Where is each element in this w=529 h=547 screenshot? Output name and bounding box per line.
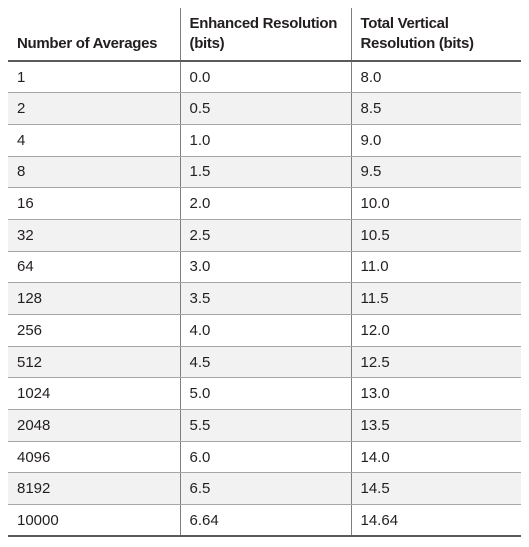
cell-number-of-averages: 256 [8,314,180,347]
cell-total-vertical-resolution: 9.5 [350,156,521,189]
cell-number-of-averages: 1 [8,61,180,94]
cell-enhanced-resolution: 3.5 [179,282,351,315]
header-total-vertical-resolution: Total Vertical Resolution (bits) [350,8,521,62]
table-header: Number of Averages Enhanced Resolution (… [8,8,521,62]
table-row: 1024 5.0 13.0 [8,377,521,411]
cell-number-of-averages: 8192 [8,472,180,506]
cell-total-vertical-resolution: 8.5 [350,92,521,125]
table-row: 8 1.5 9.5 [8,156,521,189]
table-row: 256 4.0 12.0 [8,314,521,347]
cell-enhanced-resolution: 4.0 [179,314,351,347]
cell-total-vertical-resolution: 13.5 [350,409,521,442]
cell-total-vertical-resolution: 11.5 [350,282,521,315]
cell-total-vertical-resolution: 10.5 [350,219,521,252]
table-row: 128 3.5 11.5 [8,282,521,315]
table-row: 4096 6.0 14.0 [8,441,521,474]
cell-number-of-averages: 2 [8,92,180,125]
cell-total-vertical-resolution: 14.5 [350,472,521,506]
cell-number-of-averages: 2048 [8,409,180,442]
cell-enhanced-resolution: 2.0 [179,187,351,220]
cell-total-vertical-resolution: 8.0 [350,61,521,94]
table-row: 10000 6.64 14.64 [8,504,521,538]
cell-total-vertical-resolution: 14.0 [350,441,521,474]
table-row: 16 2.0 10.0 [8,187,521,220]
cell-enhanced-resolution: 2.5 [179,219,351,252]
cell-enhanced-resolution: 6.0 [179,441,351,474]
table-row: 512 4.5 12.5 [8,346,521,379]
cell-enhanced-resolution: 0.5 [179,92,351,125]
cell-number-of-averages: 1024 [8,377,180,411]
cell-number-of-averages: 16 [8,187,180,220]
cell-enhanced-resolution: 5.5 [179,409,351,442]
cell-enhanced-resolution: 5.0 [179,377,351,411]
header-number-of-averages: Number of Averages [8,8,180,62]
cell-total-vertical-resolution: 13.0 [350,377,521,411]
header-row: Number of Averages Enhanced Resolution (… [8,8,521,62]
cell-number-of-averages: 128 [8,282,180,315]
cell-enhanced-resolution: 6.64 [179,504,351,538]
table-row: 1 0.0 8.0 [8,61,521,94]
cell-number-of-averages: 64 [8,251,180,284]
cell-total-vertical-resolution: 14.64 [350,504,521,538]
table-row: 8192 6.5 14.5 [8,472,521,506]
table-row: 2 0.5 8.5 [8,92,521,125]
averaging-resolution-table: Number of Averages Enhanced Resolution (… [8,8,521,538]
cell-number-of-averages: 10000 [8,504,180,538]
cell-number-of-averages: 4096 [8,441,180,474]
cell-total-vertical-resolution: 12.5 [350,346,521,379]
cell-enhanced-resolution: 1.5 [179,156,351,189]
cell-number-of-averages: 512 [8,346,180,379]
cell-total-vertical-resolution: 10.0 [350,187,521,220]
cell-total-vertical-resolution: 11.0 [350,251,521,284]
cell-enhanced-resolution: 6.5 [179,472,351,506]
cell-total-vertical-resolution: 12.0 [350,314,521,347]
cell-enhanced-resolution: 4.5 [179,346,351,379]
header-enhanced-resolution: Enhanced Resolution (bits) [179,8,351,62]
cell-total-vertical-resolution: 9.0 [350,124,521,157]
cell-enhanced-resolution: 1.0 [179,124,351,157]
table-body: 1 0.0 8.0 2 0.5 8.5 4 1.0 9.0 8 1.5 9.5 16 2.0 10.0 32 2… [8,61,521,538]
cell-enhanced-resolution: 3.0 [179,251,351,284]
cell-number-of-averages: 4 [8,124,180,157]
table-row: 32 2.5 10.5 [8,219,521,252]
cell-number-of-averages: 32 [8,219,180,252]
table-row: 4 1.0 9.0 [8,124,521,157]
table-row: 2048 5.5 13.5 [8,409,521,442]
table-row: 64 3.0 11.0 [8,251,521,284]
cell-enhanced-resolution: 0.0 [179,61,351,94]
cell-number-of-averages: 8 [8,156,180,189]
